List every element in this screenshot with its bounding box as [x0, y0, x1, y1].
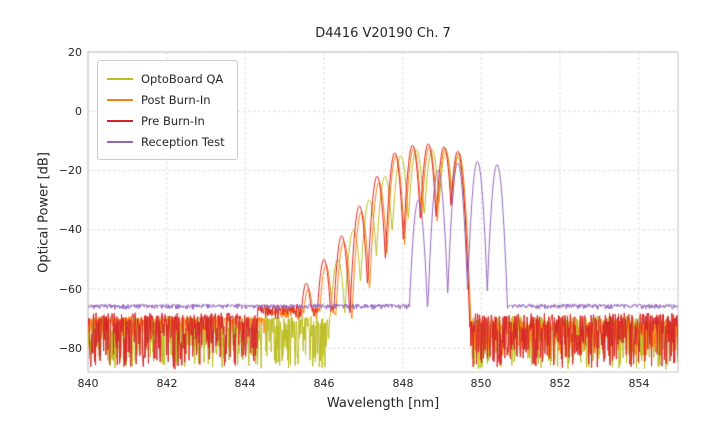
y-tick: 20: [68, 46, 82, 59]
y-tick: −60: [58, 283, 82, 296]
x-tick: 846: [313, 377, 335, 390]
legend-label: Post Burn-In: [141, 92, 211, 107]
x-axis-label: Wavelength [nm]: [326, 396, 440, 411]
legend-swatch-reception-test: [107, 140, 133, 143]
chart-title: D4416 V20190 Ch. 7: [315, 26, 451, 41]
legend-label: OptoBoard QA: [141, 71, 224, 86]
legend-item-pre-burn-in: Pre Burn-In: [107, 110, 225, 131]
x-tick: 842: [156, 377, 178, 390]
y-axis-label: Optical Power [dB]: [36, 152, 52, 273]
x-tick: 854: [628, 377, 650, 390]
y-tick: −80: [58, 342, 82, 355]
x-tick: 844: [234, 377, 256, 390]
y-tick: −20: [58, 164, 82, 177]
x-tick: 840: [77, 377, 99, 390]
x-tick: 850: [470, 377, 492, 390]
legend-item-post-burn-in: Post Burn-In: [107, 89, 225, 110]
x-tick: 848: [392, 377, 414, 390]
legend-item-reception-test: Reception Test: [107, 131, 225, 152]
legend-label: Pre Burn-In: [141, 113, 205, 128]
legend-swatch-post-burn-in: [107, 98, 133, 101]
legend-label: Reception Test: [141, 134, 225, 149]
legend-swatch-pre-burn-in: [107, 119, 133, 122]
y-tick: −40: [58, 223, 82, 236]
x-tick: 852: [549, 377, 571, 390]
y-tick: 0: [75, 105, 82, 118]
legend: OptoBoard QA Post Burn-In Pre Burn-In Re…: [97, 60, 238, 160]
legend-item-optoboard-qa: OptoBoard QA: [107, 68, 225, 89]
legend-swatch-optoboard-qa: [107, 77, 133, 80]
